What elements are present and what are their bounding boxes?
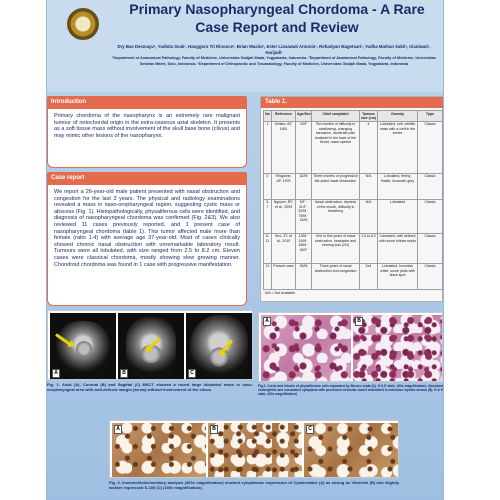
table-cell: 4 — [359, 120, 378, 174]
ihc-image-b: B — [208, 423, 302, 477]
table-cell: N/A — [359, 172, 378, 200]
table-cell: 1 — [263, 120, 272, 174]
table-cell: 62/M — [295, 172, 312, 200]
figure-3-caption: Fig. 3. Immunohistochemistry analysis (4… — [109, 480, 399, 490]
table-cell: Classic — [417, 120, 443, 174]
title-line-1: Primary Nasopharyngeal Chordoma - A Rare — [129, 1, 425, 17]
table-cell: Lobulated, soft, whitish mass with a cle… — [377, 120, 418, 174]
table-cell: One to five years of nasal obstruction, … — [311, 232, 360, 264]
table-title: Table 1. — [261, 97, 443, 108]
table-cell: 13/M · 31/M · 48/M · 60/F — [295, 232, 312, 264]
figure-1-label-c: C — [188, 369, 196, 378]
introduction-text: Primary chordoma of the nasopharynx is a… — [47, 108, 247, 168]
ct-coronal-image: B — [118, 313, 184, 379]
author-list: Dry Bas Desmayu¹, Yudista Seak¹, Hanggor… — [117, 44, 431, 55]
table-header-cell: Grossly — [377, 110, 418, 122]
table-header-cell: No — [263, 110, 272, 122]
table-header-cell: Age/Sex — [295, 110, 312, 122]
figure-2-label-a: A — [263, 317, 271, 326]
table-cell: 8-11 — [263, 232, 272, 264]
table-cell: Present case — [271, 262, 296, 290]
introduction-heading: Introduction — [47, 96, 247, 108]
table-cell: Sellam, AP, 1981 — [271, 120, 296, 174]
figure-2-caption: Fig.2. Cords and lobules of physaliferou… — [258, 384, 443, 397]
table-cell: Lobulated, brownish white, some parts wi… — [377, 262, 418, 290]
table-cell: Nguyen, RP, et al., 2009 — [271, 198, 296, 234]
histology-image-b: B — [353, 315, 442, 381]
table-header-cell: Type — [417, 110, 443, 122]
review-table: No Reference Age/Sex Chief complaint Tum… — [263, 110, 443, 290]
table-header-cell: Chief complaint — [311, 110, 360, 122]
table-cell: Lobulated — [377, 198, 418, 234]
table-cell: 8/F · 31/F · 52/M · 75/M · 18/M — [295, 198, 312, 234]
table-cell: 3-7 — [263, 198, 272, 234]
table-cell: 5x4 — [359, 262, 378, 290]
ct-lesion — [76, 341, 92, 357]
table-note: N/A = Not Available — [265, 291, 295, 295]
poster: Primary Nasopharyngeal Chordoma - A Rare… — [47, 0, 443, 500]
table-cell: Classic — [417, 232, 443, 264]
table-header-cell: Tumour size (cm) — [359, 110, 378, 122]
ct-sagittal-image: C — [186, 313, 252, 379]
table-cell: Ten months of difficulty in swallowing, … — [311, 120, 360, 174]
table-cell: Classic — [417, 172, 443, 200]
table-cell: Classic — [417, 262, 443, 290]
table-row: 3-7 Nguyen, RP, et al., 2009 8/F · 31/F … — [263, 198, 443, 234]
poster-header: Primary Nasopharyngeal Chordoma - A Rare… — [47, 0, 443, 92]
figure-3-label-c: C — [306, 425, 314, 434]
ct-axial-image: A — [50, 313, 116, 379]
figure-2-label-b: B — [355, 317, 363, 326]
case-report-text: We report a 26-year-old male patient pre… — [47, 184, 247, 306]
affiliations: ¹Department of Anatomical Pathology, Fac… — [112, 56, 436, 66]
table-header-cell: Reference — [271, 110, 296, 122]
figure-1-label-b: B — [120, 369, 128, 378]
poster-title: Primary Nasopharyngeal Chordoma - A Rare… — [117, 0, 437, 36]
figure-1-panel: A B C — [47, 310, 253, 380]
table-cell: Lobulated, fleshy, friable, brownish gre… — [377, 172, 418, 200]
ct-head-shape — [190, 315, 248, 377]
ihc-image-a: A — [112, 423, 206, 477]
table-cell: 12 — [263, 262, 272, 290]
figure-3-panel: A B C — [109, 420, 399, 478]
table-cell: N/A — [359, 198, 378, 234]
table-cell: 2 — [263, 172, 272, 200]
table-cell: Classic — [417, 198, 443, 234]
figure-3-label-b: B — [210, 425, 218, 434]
table-panel: Table 1. No Reference Age/Sex Chief comp… — [260, 96, 443, 302]
table-cell: Nasal obstruction, dryness of the mouth,… — [311, 198, 360, 234]
table-cell: 26/M — [295, 262, 312, 290]
table-cell: Hinganne, AP, 1978 — [271, 172, 296, 200]
table-row: 8-11 Seo, ZY, et al., 2010 13/M · 31/M ·… — [263, 232, 443, 264]
title-line-2: Case Report and Review — [195, 19, 359, 35]
table-cell: Three years of nasal obstruction and con… — [311, 262, 360, 290]
table-row: 1 Sellam, AP, 1981 34/F Ten months of di… — [263, 120, 443, 174]
table-cell: Seo, ZY, et al., 2010 — [271, 232, 296, 264]
table-header-row: No Reference Age/Sex Chief complaint Tum… — [263, 110, 443, 122]
table-cell: Lobulated, well defined with some folios… — [377, 232, 418, 264]
table-cell: 2.5 to 8.2 — [359, 232, 378, 264]
ihc-image-c: C — [304, 423, 398, 477]
table-row: 12 Present case 26/M Three years of nasa… — [263, 262, 443, 290]
table-cell: 34/F — [295, 120, 312, 174]
university-logo — [67, 8, 99, 40]
table-row: 2 Hinganne, AP, 1978 62/M Three months o… — [263, 172, 443, 200]
figure-1-label-a: A — [52, 369, 60, 378]
table-cell: Three months of progressive left-sided n… — [311, 172, 360, 200]
case-report-heading: Case report — [47, 172, 247, 184]
figure-2-panel: A B — [258, 312, 443, 382]
histology-image-a: A — [261, 315, 351, 381]
figure-3-label-a: A — [114, 425, 122, 434]
figure-1-caption: Fig. 1. Axial (A), Coronal (B) and Sagit… — [47, 382, 253, 392]
